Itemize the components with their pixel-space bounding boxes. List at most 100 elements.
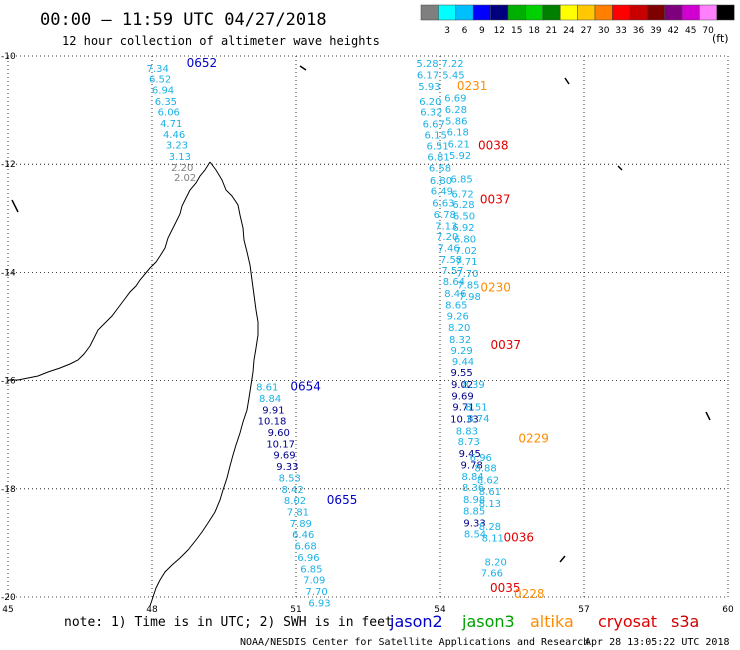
wave-height-label: 9.60 [268, 428, 290, 439]
wave-height-label: 7.85 [457, 280, 479, 291]
island-mark [617, 165, 623, 171]
legend-label: 6 [462, 26, 468, 36]
wave-height-label: 8.54 [464, 530, 486, 541]
wave-height-label: 9.91 [262, 405, 284, 416]
wave-height-label: 8.42 [282, 485, 304, 496]
time-label: 0035 [490, 581, 521, 595]
wave-height-label: 6.96 [297, 553, 319, 564]
wave-height-label: 8.61 [256, 383, 278, 394]
legend-swatch [646, 4, 665, 21]
legend-label: 33 [615, 26, 626, 36]
wave-height-label: 6.51 [426, 141, 448, 152]
legend-swatch [559, 4, 578, 21]
wave-height-label: 6.06 [158, 108, 180, 119]
wave-height-label: 8.20 [485, 557, 507, 568]
sat-legend-jason3: jason3 [461, 612, 515, 631]
time-label: 0036 [503, 530, 534, 544]
island-mark [299, 65, 307, 71]
wave-height-label: 6.96 [470, 453, 492, 464]
wave-height-label: 6.81 [427, 153, 449, 164]
legend-label: 70 [702, 26, 714, 36]
lat-tick-label: -12 [1, 160, 16, 170]
wave-height-label: 9.69 [451, 392, 473, 403]
satellite-legend: jason2 jason3 altika cryosat s3a [389, 612, 699, 631]
legend-label: 27 [581, 26, 592, 36]
wave-height-label: 7.89 [290, 519, 312, 530]
wave-height-label: 7.57 [441, 266, 463, 277]
wave-height-label: 8.61 [479, 487, 501, 498]
wave-height-label: 6.58 [429, 163, 451, 174]
island-mark [564, 77, 570, 85]
wave-height-label: 8.62 [477, 476, 499, 487]
wave-height-label: 8.32 [449, 335, 471, 346]
wave-height-label: 8.39 [462, 380, 484, 391]
wave-height-label: 8.98 [463, 495, 485, 506]
legend-label: 21 [546, 26, 557, 36]
legend-swatch [507, 4, 526, 21]
wave-height-label: 8.88 [474, 464, 496, 475]
wave-height-label: 6.32 [420, 108, 442, 119]
page-title: 00:00 – 11:59 UTC 04/27/2018 [40, 10, 327, 30]
legend-label: 3 [444, 26, 450, 36]
wave-height-label: 7.66 [481, 569, 503, 580]
map-frame [7, 55, 729, 598]
wave-height-label: 6.94 [152, 86, 174, 97]
wave-height-label: 6.63 [432, 199, 454, 210]
wave-height-label: 7.13 [435, 221, 457, 232]
time-label: 0654 [290, 380, 321, 394]
wave-height-label: 8.20 [448, 323, 470, 334]
legend-label: 42 [668, 26, 679, 36]
time-label: 0037 [490, 338, 521, 352]
wave-height-label: 9.71 [452, 403, 474, 414]
madagascar-west-coast [8, 161, 211, 381]
wave-height-label: 9.44 [452, 357, 474, 368]
lon-tick-label: 60 [722, 605, 734, 615]
wave-height-label: 6.28 [445, 105, 467, 116]
lon-tick-labels: 45 48 51 54 57 60 [2, 605, 734, 615]
legend-swatch [699, 4, 718, 21]
wave-height-label: 6.15 [425, 130, 447, 141]
wave-height-label: 6.35 [155, 97, 177, 108]
legend-swatch [612, 4, 631, 21]
legend-swatch [490, 4, 509, 21]
wave-height-label: 9.26 [447, 312, 469, 323]
lat-tick-label: -20 [1, 593, 16, 603]
wave-height-label: 6.28 [452, 200, 474, 211]
legend-swatch [438, 4, 457, 21]
grid-lines [7, 55, 729, 598]
wave-height-label: 10.33 [450, 414, 479, 425]
lat-tick-label: -18 [1, 485, 16, 495]
wave-height-label: 8.64 [443, 277, 465, 288]
wave-height-label: 5.93 [418, 82, 440, 93]
island-mark [559, 555, 566, 563]
wave-height-label: 6.85 [300, 564, 322, 575]
wave-height-label: 6.50 [453, 212, 475, 223]
time-label: 0038 [478, 138, 509, 152]
wave-height-label: 6.69 [444, 94, 466, 105]
footer-timestamp: Apr 28 13:05:22 UTC 2018 [585, 637, 730, 648]
legend-swatch [525, 4, 544, 21]
footer-credit: NOAA/NESDIS Center for Satellite Applica… [240, 637, 589, 648]
wave-height-label: 7.20 [436, 232, 458, 243]
wave-height-label: 5.45 [442, 70, 464, 81]
color-legend: 3 6 9 12 15 18 21 24 27 30 33 36 39 42 45 70 [420, 4, 735, 36]
wave-height-label: 9.78 [461, 460, 483, 471]
legend-swatch [664, 4, 683, 21]
map-area: 7.346.526.946.356.064.714.463.233.132.20… [1, 52, 734, 615]
wave-height-label: 8.46 [444, 289, 466, 300]
sat-legend-s3a: s3a [671, 612, 699, 631]
wave-height-label: 9.33 [463, 518, 485, 529]
wave-height-label: 8.51 [465, 403, 487, 414]
wave-height-label: 10.18 [258, 417, 287, 428]
wave-height-label: 6.21 [448, 140, 470, 151]
legend-label: 30 [598, 26, 610, 36]
legend-swatch [455, 4, 474, 21]
wave-height-label: 6.92 [452, 223, 474, 234]
wave-height-label: 6.78 [434, 210, 456, 221]
wave-height-label: 8.65 [445, 300, 467, 311]
sat-legend-jason2: jason2 [389, 612, 443, 631]
madagascar-coastline [149, 161, 259, 607]
legend-swatch [629, 4, 648, 21]
